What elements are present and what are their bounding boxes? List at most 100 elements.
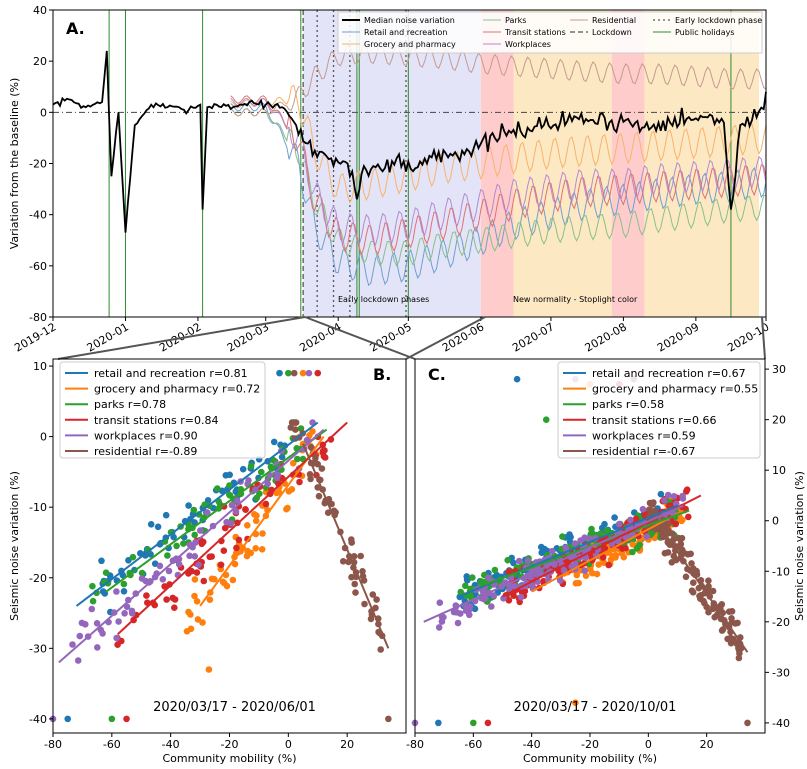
x-tick-label: -60	[464, 738, 482, 751]
scatter-point	[359, 568, 366, 575]
scatter-point	[685, 513, 692, 521]
scatter-point	[703, 603, 710, 611]
scatter-point	[670, 493, 678, 500]
scatter-point	[64, 715, 72, 723]
y-tick-label: -10	[29, 501, 47, 514]
scatter-point	[504, 556, 512, 564]
region-label-new-normality: New normality - Stoplight color	[513, 295, 638, 304]
phase-region-1	[480, 10, 514, 317]
scatter-point	[620, 553, 628, 561]
zoom-connectors	[57, 316, 766, 360]
y-tick-label: 0	[40, 106, 47, 119]
scatter-point	[159, 576, 167, 583]
scatter-point	[197, 527, 204, 534]
legend-label-8: Early lockdown phase	[675, 16, 762, 25]
scatter-point	[453, 609, 460, 616]
regression-line	[478, 509, 690, 588]
phase-region-2	[513, 10, 612, 317]
scatter-point	[258, 468, 265, 476]
series-line-grocery-and-pharmacy	[230, 84, 767, 204]
legend-label-1: grocery and pharmacy r=0.72	[94, 383, 260, 396]
connector-c-right	[761, 316, 766, 360]
scatter-point	[595, 561, 602, 568]
legend-label-5: residential r=-0.67	[592, 445, 695, 458]
scatter-point	[290, 369, 298, 377]
scatter-point	[360, 577, 368, 584]
scatter-point	[191, 531, 198, 539]
legend-label-3: transit stations r=0.84	[94, 414, 218, 427]
scatter-point	[682, 573, 690, 581]
scatter-point	[506, 585, 513, 593]
scatter-point	[173, 542, 180, 550]
scatter-point	[143, 592, 150, 599]
scatter-point	[164, 552, 171, 559]
y-tick-label: -60	[29, 260, 47, 273]
scatter-point	[559, 533, 566, 540]
scatter-point	[518, 588, 526, 596]
y-tick-label: 40	[33, 4, 47, 17]
legend-box	[557, 361, 761, 459]
scatter-point	[385, 715, 392, 723]
scatter-point	[733, 640, 741, 648]
scatter-point	[142, 577, 150, 585]
x-tick-label: 0	[645, 738, 652, 751]
legend-label-7: Lockdown	[592, 28, 632, 37]
scatter-point	[462, 582, 469, 590]
scatter-point	[206, 596, 214, 603]
scatter-point	[219, 578, 227, 586]
regression-line	[105, 428, 328, 593]
scatter-point	[588, 525, 595, 533]
y-tick-label: 20	[772, 414, 786, 427]
scatter-point	[163, 596, 170, 603]
scatter-point	[259, 530, 266, 537]
legend-label-4: workplaces r=0.90	[94, 429, 198, 442]
scatter-point	[321, 454, 329, 461]
y-tick-label: -40	[29, 209, 47, 222]
x-tick-label: 0	[285, 738, 292, 751]
scatter-point	[226, 482, 233, 489]
y-tick-label: -30	[29, 642, 47, 655]
scatter-point	[593, 570, 601, 578]
scatter-point	[669, 530, 676, 537]
scatter-point	[123, 715, 130, 723]
scatter-point	[352, 589, 359, 596]
x-tick-label: -40	[162, 738, 180, 751]
scatter-point	[711, 613, 718, 621]
scatter-point	[119, 571, 127, 579]
scatter-point	[312, 455, 319, 462]
scatter-point	[200, 577, 208, 585]
scatter-point	[377, 646, 385, 653]
scatter-point	[351, 580, 359, 588]
scatter-point	[683, 486, 691, 494]
scatter-point	[470, 719, 477, 727]
series-line-median-noise-variation	[52, 50, 767, 233]
scatter-point	[500, 595, 507, 602]
scatter-point	[191, 553, 199, 560]
scatter-point	[557, 577, 564, 584]
y-tick-label: 10	[772, 464, 786, 477]
scatter-point	[243, 552, 251, 560]
x-tick-label: -40	[523, 738, 541, 751]
scatter-point	[372, 604, 379, 612]
legend-box	[337, 11, 763, 54]
scatter-point	[315, 492, 323, 500]
connector-c-left	[304, 316, 416, 360]
scatter-point	[74, 657, 82, 664]
panel-label: A.	[66, 19, 85, 38]
scatter-point	[228, 501, 236, 509]
legend-label-4: Transit stations	[504, 28, 566, 37]
scatter-point	[191, 576, 199, 583]
panel-label: C.	[428, 365, 446, 384]
legend-label-1: grocery and pharmacy r=0.55	[592, 383, 758, 396]
scatter-point	[233, 544, 240, 552]
series-line-parks	[230, 108, 767, 267]
x-tick-label: 20	[340, 738, 354, 751]
scatter-point	[309, 428, 316, 435]
legend-label-2: Grocery and pharmacy	[364, 40, 456, 49]
scatter-point	[180, 540, 187, 547]
scatter-point	[661, 497, 668, 504]
panel-b: -80 -60 -40 -20 0 20 -40 -30 -20 -10 0 10 Community …	[8, 358, 407, 765]
series-line-residential	[230, 43, 767, 117]
legend-label-5: residential r=-0.89	[94, 445, 197, 458]
